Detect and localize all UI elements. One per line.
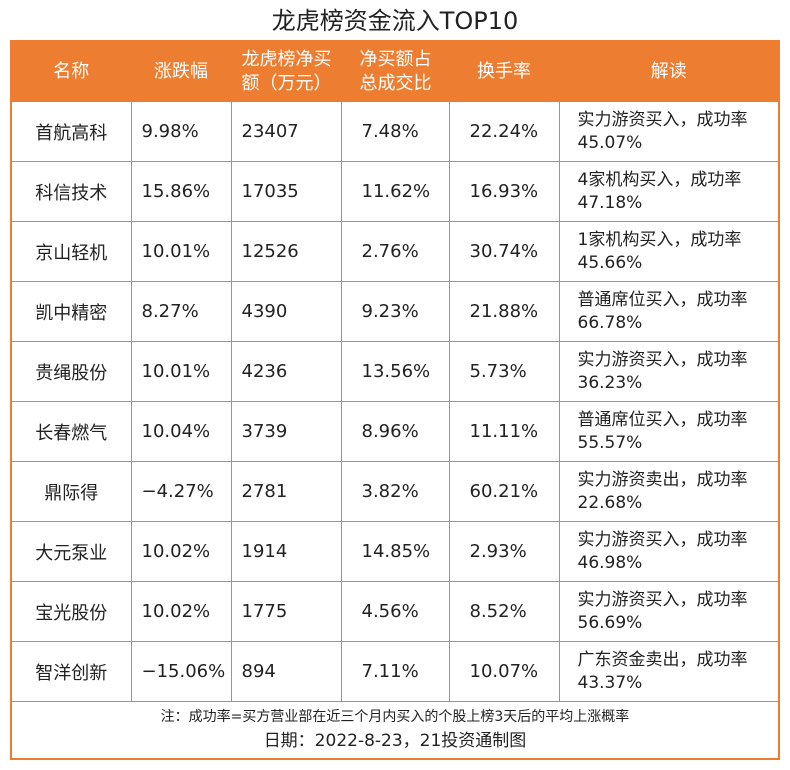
- stock-name: 首航高科: [10, 101, 132, 162]
- table-row: 首航高科 9.98% 23407 7.48% 22.24% 实力游资买入，成功率45.07…: [10, 101, 780, 162]
- change-pct: −4.27%: [130, 461, 232, 522]
- header-name: 名称: [10, 40, 132, 102]
- net-buy: 23407: [230, 101, 342, 162]
- change-pct: 15.86%: [130, 161, 232, 222]
- header-change: 涨跌幅: [130, 40, 232, 102]
- turnover: 21.88%: [448, 281, 560, 342]
- stock-name: 科信技术: [10, 161, 132, 222]
- turnover: 11.11%: [448, 401, 560, 462]
- net-buy: 1914: [230, 521, 342, 582]
- change-pct: 8.27%: [130, 281, 232, 342]
- interpretation: 普通席位买入，成功率66.78%: [558, 281, 780, 342]
- net-buy: 894: [230, 641, 342, 702]
- interpretation: 实力游资买入，成功率36.23%: [558, 341, 780, 402]
- change-pct: −15.06%: [130, 641, 232, 702]
- page-title: 龙虎榜资金流入TOP10: [271, 7, 519, 35]
- net-buy-ratio: 2.76%: [340, 221, 450, 282]
- header-row: 名称 涨跌幅 龙虎榜净买额（万元） 净买额占总成交比 换手率 解读: [10, 40, 780, 102]
- table-row: 长春燃气 10.04% 3739 8.96% 11.11% 普通席位买入，成功率55.57…: [10, 401, 780, 462]
- turnover: 16.93%: [448, 161, 560, 222]
- change-pct: 9.98%: [130, 101, 232, 162]
- net-buy: 17035: [230, 161, 342, 222]
- turnover: 8.52%: [448, 581, 560, 642]
- change-pct: 10.01%: [130, 341, 232, 402]
- stock-name: 长春燃气: [10, 401, 132, 462]
- stock-name: 智洋创新: [10, 641, 132, 702]
- table-row: 智洋创新 −15.06% 894 7.11% 10.07% 广东资金卖出，成功率43.37…: [10, 641, 780, 702]
- change-pct: 10.04%: [130, 401, 232, 462]
- interpretation: 实力游资卖出，成功率22.68%: [558, 461, 780, 522]
- net-buy: 4236: [230, 341, 342, 402]
- stock-name: 贵绳股份: [10, 341, 132, 402]
- change-pct: 10.02%: [130, 521, 232, 582]
- net-buy-ratio: 4.56%: [340, 581, 450, 642]
- net-buy-ratio: 14.85%: [340, 521, 450, 582]
- table-row: 鼎际得 −4.27% 2781 3.82% 60.21% 实力游资卖出，成功率22.68%: [10, 461, 780, 522]
- interpretation: 实力游资买入，成功率56.69%: [558, 581, 780, 642]
- header-turnover: 换手率: [448, 40, 560, 102]
- net-buy-ratio: 7.11%: [340, 641, 450, 702]
- net-buy: 2781: [230, 461, 342, 522]
- footnote: 注：成功率=买方营业部在近三个月内买入的个股上榜3天后的平均上涨概率: [160, 709, 630, 725]
- stock-name: 宝光股份: [10, 581, 132, 642]
- interpretation: 实力游资买入，成功率46.98%: [558, 521, 780, 582]
- net-buy-ratio: 3.82%: [340, 461, 450, 522]
- net-buy-ratio: 13.56%: [340, 341, 450, 402]
- turnover: 30.74%: [448, 221, 560, 282]
- header-ratio: 净买额占总成交比: [340, 40, 450, 102]
- change-pct: 10.01%: [130, 221, 232, 282]
- table-row: 大元泵业 10.02% 1914 14.85% 2.93% 实力游资买入，成功率46.98…: [10, 521, 780, 582]
- net-buy-ratio: 11.62%: [340, 161, 450, 222]
- table-row: 贵绳股份 10.01% 4236 13.56% 5.73% 实力游资买入，成功率36.23…: [10, 341, 780, 402]
- interpretation: 广东资金卖出，成功率43.37%: [558, 641, 780, 702]
- interpretation: 4家机构买入，成功率47.18%: [558, 161, 780, 222]
- footer: 注：成功率=买方营业部在近三个月内买入的个股上榜3天后的平均上涨概率 日期：20…: [10, 701, 780, 760]
- stock-name: 凯中精密: [10, 281, 132, 342]
- stock-name: 大元泵业: [10, 521, 132, 582]
- header-net-buy: 龙虎榜净买额（万元）: [230, 40, 342, 102]
- interpretation: 普通席位买入，成功率55.57%: [558, 401, 780, 462]
- turnover: 2.93%: [448, 521, 560, 582]
- net-buy-ratio: 8.96%: [340, 401, 450, 462]
- table-row: 科信技术 15.86% 17035 11.62% 16.93% 4家机构买入，成功率47.…: [10, 161, 780, 222]
- net-buy: 4390: [230, 281, 342, 342]
- date-credit: 日期：2022-8-23，21投资通制图: [263, 731, 527, 751]
- fund-inflow-table: 名称 涨跌幅 龙虎榜净买额（万元） 净买额占总成交比 换手率 解读 首航高科 9.…: [10, 40, 780, 760]
- net-buy-ratio: 7.48%: [340, 101, 450, 162]
- table-row: 宝光股份 10.02% 1775 4.56% 8.52% 实力游资买入，成功率56.69%: [10, 581, 780, 642]
- table-row: 凯中精密 8.27% 4390 9.23% 21.88% 普通席位买入，成功率66.78%: [10, 281, 780, 342]
- turnover: 22.24%: [448, 101, 560, 162]
- turnover: 5.73%: [448, 341, 560, 402]
- change-pct: 10.02%: [130, 581, 232, 642]
- net-buy: 12526: [230, 221, 342, 282]
- header-interpretation: 解读: [558, 40, 780, 102]
- stock-name: 京山轻机: [10, 221, 132, 282]
- turnover: 60.21%: [448, 461, 560, 522]
- interpretation: 实力游资买入，成功率45.07%: [558, 101, 780, 162]
- net-buy-ratio: 9.23%: [340, 281, 450, 342]
- net-buy: 1775: [230, 581, 342, 642]
- stock-name: 鼎际得: [10, 461, 132, 522]
- net-buy: 3739: [230, 401, 342, 462]
- turnover: 10.07%: [448, 641, 560, 702]
- interpretation: 1家机构买入，成功率45.66%: [558, 221, 780, 282]
- table-row: 京山轻机 10.01% 12526 2.76% 30.74% 1家机构买入，成功率45.6…: [10, 221, 780, 282]
